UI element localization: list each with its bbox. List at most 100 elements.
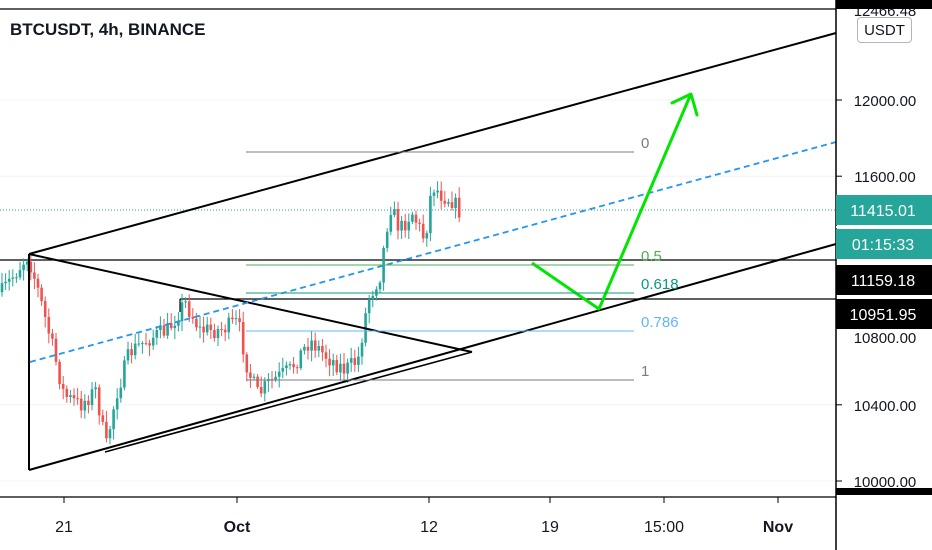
candle-body — [148, 343, 151, 346]
fib-level-label: 1 — [641, 363, 649, 380]
candle — [342, 353, 346, 383]
time-tick-label: Nov — [763, 519, 793, 536]
chart-title: BTCUSDT, 4h, BINANCE — [10, 20, 206, 39]
candle-body — [7, 278, 11, 282]
candle — [360, 338, 364, 365]
candle — [11, 269, 15, 287]
candle — [245, 352, 249, 382]
candle-body — [310, 340, 313, 351]
candle-body — [313, 340, 317, 351]
candle-body — [457, 197, 461, 218]
candle-body — [105, 421, 108, 439]
candle-body — [346, 362, 349, 374]
candle — [169, 313, 173, 331]
candle — [180, 293, 184, 331]
price-tick-label: 11600.00 — [854, 169, 915, 186]
candle-body — [173, 325, 177, 329]
candle — [267, 373, 270, 392]
candle-body — [195, 318, 198, 328]
candle-body — [439, 190, 443, 201]
candle — [317, 340, 321, 358]
candle — [256, 373, 259, 390]
candle-body — [389, 215, 393, 232]
candle-body — [65, 388, 69, 398]
candle-body — [94, 387, 97, 390]
candle — [187, 294, 191, 322]
candle — [288, 361, 292, 370]
candle-body — [292, 364, 295, 368]
candle-body — [403, 220, 407, 231]
candle — [328, 349, 331, 377]
price-tick-label: 10400.00 — [854, 398, 917, 415]
candle — [357, 346, 360, 372]
candle — [119, 378, 123, 403]
price-label-box — [836, 195, 932, 225]
candle — [303, 344, 306, 355]
candle-body — [306, 346, 310, 351]
candle-body — [177, 321, 180, 326]
candle — [198, 315, 202, 339]
candle — [144, 332, 148, 346]
candle-body — [213, 329, 216, 339]
candle-body — [180, 302, 184, 322]
price-axis[interactable]: 12000.0011600.0010400.0010000.0012466.48… — [835, 0, 932, 550]
candle — [364, 307, 367, 347]
candle-body — [54, 338, 58, 362]
price-label-box — [836, 229, 932, 259]
channel-midline — [29, 141, 837, 363]
candle — [241, 311, 245, 363]
candle — [58, 359, 61, 390]
candle-body — [144, 343, 148, 345]
candle-body — [112, 409, 115, 430]
candle-body — [191, 316, 195, 319]
candle — [94, 381, 97, 399]
candle-body — [166, 323, 169, 336]
candle — [115, 388, 119, 420]
time-axis[interactable]: 21 Oct 12 19 15:00 Nov — [55, 497, 793, 536]
candle-body — [11, 277, 15, 279]
candle — [223, 324, 227, 342]
projection-arrow — [531, 95, 692, 311]
candle-body — [141, 343, 144, 345]
candle-body — [223, 329, 227, 333]
candle — [249, 363, 252, 388]
candle-body — [76, 398, 79, 400]
candle — [353, 349, 357, 372]
candle — [40, 284, 43, 306]
candle — [238, 309, 241, 332]
candle-body — [407, 221, 411, 231]
candle-body — [414, 214, 418, 223]
time-tick-label: Oct — [224, 519, 251, 536]
currency-button[interactable]: USDT — [857, 17, 912, 43]
candle — [400, 215, 403, 240]
candle-body — [72, 395, 76, 399]
candle-body — [126, 349, 130, 361]
candle-body — [418, 222, 421, 224]
candles — [0, 181, 461, 445]
candle-body — [385, 231, 389, 248]
candle — [403, 213, 407, 238]
candle-body — [216, 329, 220, 339]
candle — [425, 230, 429, 247]
candle — [231, 309, 234, 324]
candle-body — [137, 343, 141, 345]
candle — [457, 187, 461, 222]
candle-body — [429, 195, 432, 234]
time-tick-label: 15:00 — [644, 519, 684, 536]
candle — [349, 347, 353, 372]
candle-body — [29, 261, 33, 273]
fib-level-label: 0 — [641, 135, 649, 152]
candle — [385, 228, 389, 252]
candle — [133, 333, 137, 360]
candle-body — [40, 287, 43, 302]
candle-body — [277, 371, 281, 377]
candle — [29, 253, 33, 281]
candle — [216, 325, 220, 346]
candle-body — [432, 192, 436, 196]
candle — [155, 326, 159, 345]
candle-body — [295, 367, 299, 369]
price-label-bottom — [836, 488, 932, 495]
price-tick-label: 10000.00 — [854, 474, 917, 491]
candle-body — [4, 281, 7, 284]
